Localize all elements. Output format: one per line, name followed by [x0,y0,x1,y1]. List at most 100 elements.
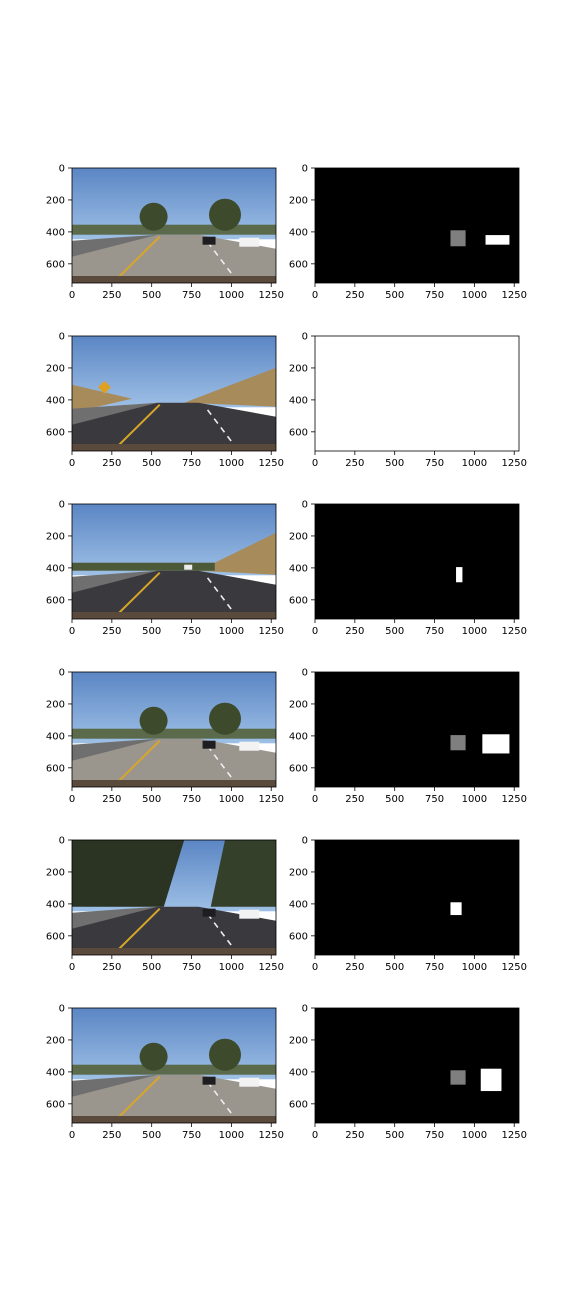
panel-image [315,1008,519,1123]
axes-frame [314,839,520,956]
panel: 0 250 500 750 1000 1250 0 200 400 600 [46,836,284,974]
x-tick-label: 500 [385,1130,404,1141]
panel-image [315,168,519,283]
axes-frame [314,671,520,788]
axes-frame [71,167,277,284]
y-tick-label: 400 [46,899,65,910]
road [72,402,276,451]
x-tick-label: 1000 [462,458,487,469]
heat-blob [450,1070,466,1085]
lane-line-white [206,912,232,946]
hillside-right [198,532,276,575]
guardrail [72,234,158,257]
lane-line-yellow [118,571,161,614]
x-tick-label: 500 [385,290,404,301]
y-tick-label: 200 [289,195,308,206]
warning-sign [98,380,111,394]
road [72,570,276,619]
road [72,906,276,955]
car-black [202,740,216,749]
guardrail [72,906,158,929]
y-tick-label: 200 [289,699,308,710]
tree [209,198,241,231]
y-tick-label: 600 [289,427,308,438]
x-tick-label: 250 [102,458,121,469]
guardrail [72,570,158,593]
car-white [239,1077,260,1087]
x-tick-label: 1250 [258,794,283,805]
x-tick-label: 1250 [258,962,283,973]
x-tick-label: 750 [425,626,444,637]
treeline [72,562,215,571]
panel-image [315,840,519,955]
x-tick-label: 750 [425,962,444,973]
car-white [239,909,260,919]
heat-blob [485,235,510,245]
x-tick-label: 750 [182,962,201,973]
panel: 0 250 500 750 1000 1250 0 200 400 600 [46,500,284,638]
x-tick-label: 0 [69,1130,75,1141]
y-tick-label: 600 [289,595,308,606]
x-tick-label: 0 [69,626,75,637]
y-tick-label: 0 [59,164,65,175]
x-tick-label: 1000 [462,626,487,637]
x-tick-label: 1000 [219,458,244,469]
x-tick-label: 1000 [219,290,244,301]
x-tick-label: 250 [345,1130,364,1141]
y-tick-label: 0 [59,500,65,511]
axes-frame [71,503,277,620]
x-tick-label: 500 [385,962,404,973]
tree [209,702,241,735]
x-tick-label: 0 [69,290,75,301]
axes-frame [314,167,520,284]
panel-image [72,840,276,955]
treeline [72,728,276,739]
x-tick-label: 1000 [462,794,487,805]
x-tick-label: 1250 [501,794,526,805]
car-hood [72,1116,276,1123]
panel-image [72,504,276,619]
panel-image [72,336,276,451]
x-tick-label: 0 [312,962,318,973]
y-tick-label: 0 [302,836,308,847]
guardrail [72,1074,158,1097]
treeline [72,224,276,235]
panel-image [315,504,519,619]
hillside-right [184,367,276,407]
x-tick-label: 1000 [219,962,244,973]
heatmap-background [315,168,519,283]
x-tick-label: 250 [102,794,121,805]
car-hood [72,780,276,787]
y-tick-label: 400 [289,731,308,742]
lane-line-white [206,744,232,778]
panel-image [72,672,276,787]
panel-image [72,1008,276,1123]
heat-blob [482,734,510,754]
y-tick-label: 400 [289,899,308,910]
y-tick-label: 200 [46,1035,65,1046]
panel-image [315,336,519,451]
heat-blob [450,230,466,247]
x-tick-label: 1000 [462,962,487,973]
heatmap-background [315,504,519,619]
x-tick-label: 1250 [258,290,283,301]
y-tick-label: 400 [46,563,65,574]
lane-line-yellow [118,403,161,446]
car-hood [72,948,276,955]
x-tick-label: 0 [69,458,75,469]
x-tick-label: 500 [385,458,404,469]
x-tick-label: 0 [312,626,318,637]
axes-frame [71,1007,277,1124]
x-tick-label: 0 [312,1130,318,1141]
trees-right [210,840,276,907]
y-tick-label: 0 [302,668,308,679]
lane-line-yellow [118,739,161,782]
x-tick-label: 750 [182,626,201,637]
x-tick-label: 1250 [501,962,526,973]
y-tick-label: 0 [59,332,65,343]
x-tick-label: 750 [182,794,201,805]
heatmap-background [315,840,519,955]
x-tick-label: 1250 [258,626,283,637]
x-tick-label: 250 [345,458,364,469]
